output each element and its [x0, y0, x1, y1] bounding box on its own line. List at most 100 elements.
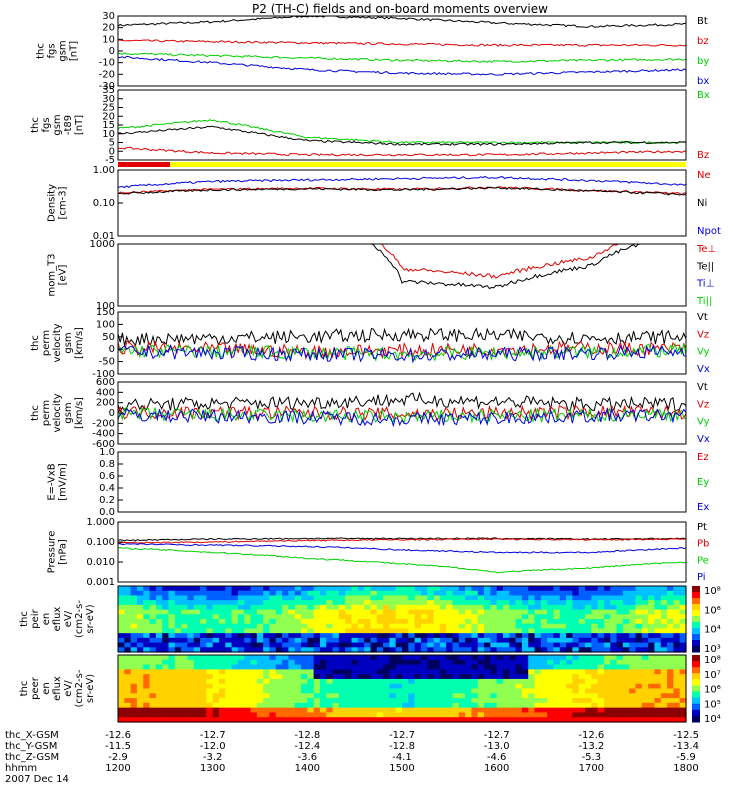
spectrogram-cell [496, 664, 504, 670]
spectrogram-cell [313, 712, 321, 718]
spectrogram-cell [174, 609, 182, 615]
spectrogram-cell [484, 595, 491, 601]
spectrogram-cell [313, 659, 321, 666]
spectrogram-cell [383, 712, 390, 718]
spectrogram-cell [364, 664, 372, 670]
spectrogram-cell [370, 609, 378, 615]
spectrogram-cell [458, 674, 466, 680]
spectrogram-cell [124, 647, 132, 653]
spectrogram-cell [502, 693, 510, 699]
spectrogram-cell [458, 600, 466, 606]
y-label-line: thc [36, 43, 47, 59]
spectrogram-cell [502, 604, 510, 611]
x-axis-label: hhmm [5, 763, 37, 774]
spectrogram-cell [490, 707, 498, 714]
x-tick-label: 1800 [673, 763, 698, 774]
ephemeris-label: thc_Y-GSM [5, 741, 57, 752]
spectrogram-cell [389, 669, 397, 675]
spectrogram-cell [484, 609, 491, 615]
spectrogram-cell [616, 678, 624, 685]
spectrogram-cell [282, 688, 289, 694]
spectrogram-cell [534, 707, 542, 714]
spectrogram-cell [597, 642, 605, 648]
spectrogram-cell [610, 664, 618, 670]
spectrogram-cell [477, 623, 485, 630]
spectrogram-cell [660, 623, 668, 630]
spectrogram-cell [585, 707, 592, 714]
spectrogram-cell [603, 702, 611, 709]
spectrogram-cell [200, 604, 207, 611]
spectrogram-cell [420, 698, 428, 704]
spectrogram-cell [200, 619, 207, 625]
spectrogram-cell [402, 586, 409, 592]
spectrogram-cell [326, 707, 334, 714]
panel-frame [117, 381, 687, 445]
spectrogram-cell [603, 647, 611, 653]
y-label-line: [nPa] [58, 539, 69, 565]
spectrogram-cell [187, 659, 195, 666]
spectrogram-cell [597, 688, 605, 694]
spectrogram-cell [155, 707, 163, 714]
spectrogram-cell [389, 693, 397, 699]
spectrogram-cell [136, 707, 144, 714]
spectrogram-cell [395, 712, 403, 718]
spectrogram-cell [465, 637, 473, 644]
spectrogram-cell [509, 698, 517, 704]
spectrogram-cell [162, 693, 170, 699]
spectrogram-cell [635, 642, 643, 648]
spectrogram-cell [370, 642, 378, 648]
spectrogram-cell [402, 678, 409, 685]
y-label-line: Density [47, 184, 58, 222]
spectrogram-cell [282, 609, 289, 615]
spectrogram-cell [572, 619, 580, 625]
spectrogram-cell [174, 659, 182, 666]
spectrogram-cell [439, 614, 447, 620]
spectrogram-cell [155, 647, 163, 653]
spectrogram-cell [357, 600, 365, 606]
spectrogram-cell [414, 693, 422, 699]
spectrogram-cell [622, 702, 630, 709]
spectrogram-cell [181, 659, 189, 666]
x-tick-label: 1700 [579, 763, 604, 774]
spectrogram-cell [212, 614, 220, 620]
spectrogram-cell [288, 619, 296, 625]
spectrogram-cell [566, 637, 573, 644]
spectrogram-cell [673, 595, 681, 601]
spectrogram-cell [414, 707, 422, 714]
spectrogram-cell [244, 702, 252, 709]
spectrogram-cell [345, 698, 353, 704]
spectrogram-cell [465, 600, 473, 606]
spectrogram-cell [635, 619, 643, 625]
spectrogram-cell [206, 674, 214, 680]
spectrogram-cell [326, 642, 334, 648]
spectrogram-cell [648, 600, 656, 606]
spectrogram-cell [610, 637, 618, 644]
spectrogram-cell [206, 595, 214, 601]
spectrogram-cell [118, 664, 125, 670]
y-label-line: peir [30, 608, 41, 628]
spectrogram-cell [155, 659, 163, 666]
spectrogram-cell [181, 609, 189, 615]
spectrogram-cell [376, 655, 384, 661]
spectrogram-cell [143, 609, 151, 615]
spectrogram-cell [225, 659, 233, 666]
spectrogram-cell [673, 698, 681, 704]
spectrogram-cell [534, 688, 542, 694]
spectrogram-cell [446, 707, 454, 714]
spectrogram-cell [130, 590, 138, 597]
spectrogram-cell [515, 647, 523, 653]
spectrogram-cell [477, 600, 485, 606]
spectrogram-cell [357, 604, 365, 611]
spectrogram-cell [288, 628, 296, 634]
colorbar-swatch [692, 610, 700, 617]
spectrogram-cell [345, 600, 353, 606]
spectrogram-cell [162, 642, 170, 648]
spectrogram-cell [364, 678, 372, 685]
spectrogram-cell [641, 717, 649, 723]
spectrogram-cell [288, 595, 296, 601]
spectrogram-cell [136, 637, 144, 644]
spectrogram-cell [250, 702, 258, 709]
colorbar-swatch [692, 697, 700, 705]
spectrogram-cell [130, 655, 138, 661]
spectrogram-cell [275, 633, 283, 639]
